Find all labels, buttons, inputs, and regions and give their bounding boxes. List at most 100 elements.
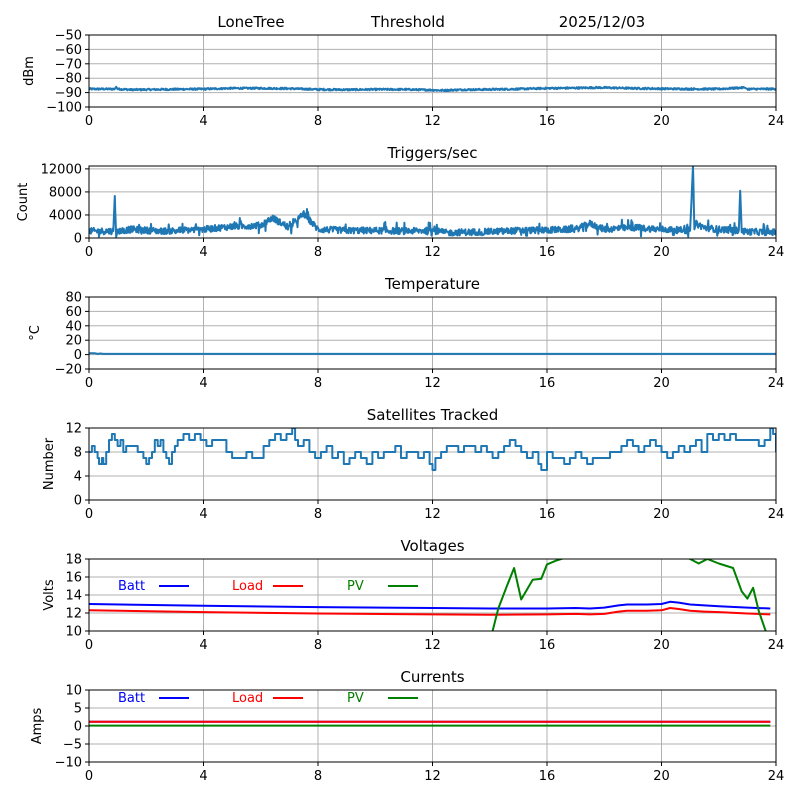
x-tick-label: 8 [314, 507, 322, 522]
y-tick-label: −10 [55, 756, 82, 771]
panel-voltages: 0 4 8 12 16 20 24 10 12 14 16 18 Voltages Volts Batt Lo… [42, 537, 784, 653]
y-tick-label: 4 [74, 470, 82, 485]
y-tick-label: −60 [55, 43, 82, 58]
x-tick-label: 24 [768, 114, 785, 129]
y-axis-label: °C [28, 325, 43, 341]
y-tick-label: 40 [65, 319, 82, 334]
x-tick-label: 16 [539, 245, 556, 260]
y-tick-label: 4000 [49, 208, 82, 223]
series-line-triggers [89, 166, 776, 238]
x-tick-label: 4 [199, 245, 207, 260]
x-tick-label: 16 [539, 769, 556, 784]
y-tick-label: 12000 [41, 162, 82, 177]
x-tick-label: 4 [199, 638, 207, 653]
x-tick-label: 12 [424, 638, 441, 653]
x-tick-label: 24 [768, 769, 785, 784]
y-tick-label: 12 [65, 422, 82, 437]
x-tick-label: 20 [653, 245, 670, 260]
x-tick-label: 8 [314, 769, 322, 784]
panel-title: Triggers/sec [387, 144, 478, 162]
series-group [89, 720, 771, 727]
panel-currents: 0 4 8 12 16 20 24 −10 −5 0 5 10 Currents Amps Batt Load… [30, 668, 784, 784]
x-tick-label: 4 [199, 376, 207, 391]
x-tick-label: 0 [85, 507, 93, 522]
x-tick-label: 8 [314, 114, 322, 129]
x-tick-label: 20 [653, 114, 670, 129]
x-tick-label: 0 [85, 638, 93, 653]
x-tick-label: 20 [653, 638, 670, 653]
x-tick-label: 24 [768, 376, 785, 391]
y-tick-label: −20 [55, 363, 82, 378]
x-tick-label: 12 [424, 114, 441, 129]
header-mode: Threshold [370, 13, 445, 31]
panel-satellites: 0 4 8 12 16 20 24 0 4 8 12 Satellites Tracked Number [42, 406, 784, 522]
panel-title: Voltages [400, 537, 464, 555]
y-tick-label: 80 [65, 291, 82, 306]
x-tick-label: 16 [539, 507, 556, 522]
x-tick-label: 12 [424, 769, 441, 784]
legend-label-batt: Batt [118, 691, 145, 706]
y-tick-label: 60 [65, 305, 82, 320]
y-tick-label: 0 [74, 720, 82, 735]
x-tick-label: 24 [768, 245, 785, 260]
x-tick-label: 4 [199, 114, 207, 129]
x-tick-label: 20 [653, 376, 670, 391]
x-tick-label: 0 [85, 769, 93, 784]
series-group [89, 352, 776, 355]
legend-label-load: Load [232, 691, 263, 706]
x-tick-label: 12 [424, 507, 441, 522]
legend-label-load: Load [232, 579, 263, 594]
series-line-pv [491, 559, 767, 631]
y-axis-label: Amps [30, 707, 45, 744]
series-line-satellites [89, 428, 776, 471]
x-tick-label: 20 [653, 769, 670, 784]
y-tick-label: 10 [65, 684, 82, 699]
series-line-load [89, 607, 771, 616]
x-tick-label: 20 [653, 507, 670, 522]
panel-title: Satellites Tracked [367, 406, 498, 424]
series-group [89, 559, 771, 631]
y-tick-label: 16 [65, 571, 82, 586]
panel-signal: 0 4 8 12 16 20 24 −100−90−80−70−60−50 dBm [22, 29, 784, 130]
y-tick-label: 8 [74, 446, 82, 461]
x-tick-label: 16 [539, 114, 556, 129]
x-tick-label: 24 [768, 507, 785, 522]
panel-title: Currents [400, 668, 464, 686]
y-axis-label: Number [42, 437, 57, 490]
y-tick-label: 12 [65, 607, 82, 622]
y-tick-label: 8000 [49, 185, 82, 200]
series-line-temperature [89, 352, 776, 355]
panel-title: Temperature [384, 275, 480, 293]
series-line-batt [89, 600, 771, 610]
y-tick-label: 10 [65, 625, 82, 640]
y-tick-label: 0 [74, 348, 82, 363]
x-tick-label: 8 [314, 245, 322, 260]
y-tick-label: 14 [65, 589, 82, 604]
y-tick-label: −50 [55, 29, 82, 44]
y-axis-label: Volts [42, 579, 57, 611]
y-tick-label: −90 [55, 86, 82, 101]
y-tick-label: −70 [55, 57, 82, 72]
legend-label-pv: PV [347, 579, 364, 594]
y-tick-label: 20 [65, 334, 82, 349]
x-tick-label: 8 [314, 376, 322, 391]
series-group [89, 428, 776, 471]
panel-triggers: 0 4 8 12 16 20 24 0 4000 8000 12000 Triggers/sec Cou… [16, 144, 784, 260]
x-tick-label: 12 [424, 245, 441, 260]
y-tick-label: 18 [65, 553, 82, 568]
y-tick-label: −80 [55, 72, 82, 87]
x-tick-label: 0 [85, 245, 93, 260]
x-tick-label: 8 [314, 638, 322, 653]
x-tick-label: 4 [199, 769, 207, 784]
y-axis-label: Count [16, 183, 31, 222]
series-line-signal [89, 85, 776, 93]
y-tick-label: 5 [74, 702, 82, 717]
legend-label-pv: PV [347, 691, 364, 706]
x-tick-label: 16 [539, 638, 556, 653]
x-tick-label: 12 [424, 376, 441, 391]
y-tick-label: 0 [74, 232, 82, 247]
x-tick-label: 0 [85, 114, 93, 129]
